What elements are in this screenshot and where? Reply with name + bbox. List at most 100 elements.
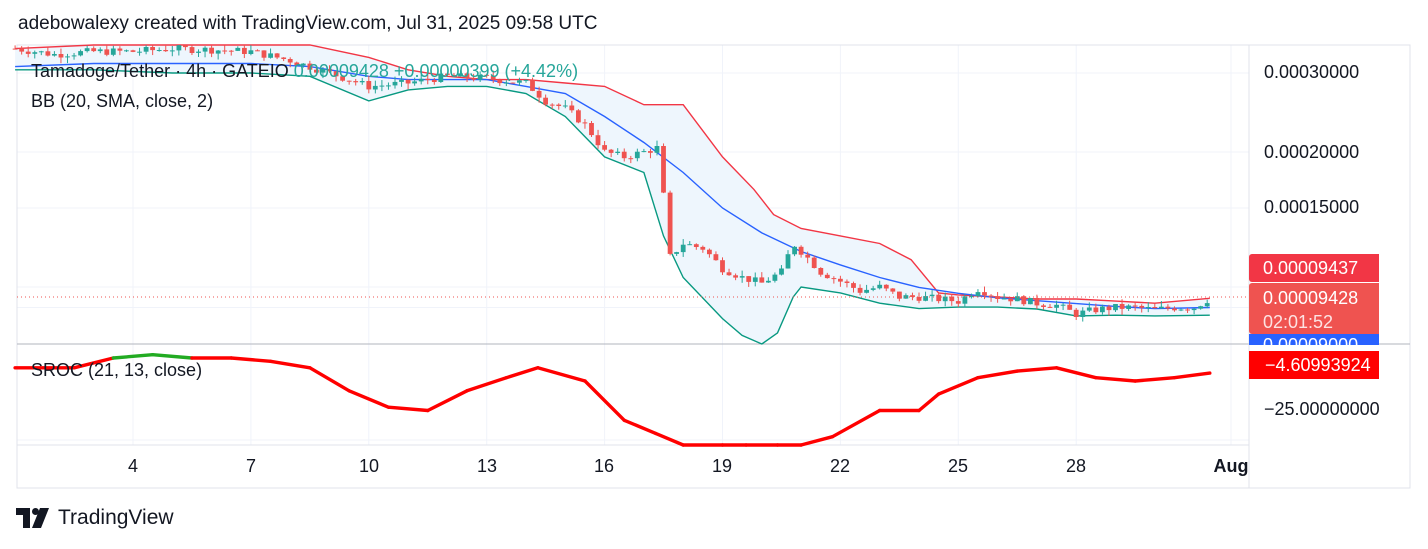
price-tick-label: 0.00030000 (1264, 62, 1360, 82)
candle-up (772, 274, 778, 281)
sroc-tick-label: −25.00000000 (1264, 399, 1380, 419)
candle-up (792, 246, 797, 255)
candle-down (242, 47, 247, 54)
candle-down (936, 294, 942, 302)
candle-down (333, 71, 339, 77)
candle-down (667, 192, 673, 254)
candle-down (12, 48, 18, 50)
candle-down (1041, 305, 1046, 307)
candle-up (562, 105, 568, 107)
candle-down (1185, 309, 1190, 311)
candle-down (58, 54, 64, 58)
candle-down (582, 122, 588, 124)
candle-up (399, 79, 404, 82)
sroc-segment (229, 356, 273, 363)
candle-up (97, 49, 103, 52)
candle-down (91, 48, 97, 52)
candle-up (1100, 306, 1105, 313)
last-price-badge-value: 0.00009428 (1263, 288, 1359, 308)
chart-border (16, 44, 1411, 489)
candle-up (248, 50, 254, 54)
candle-up (84, 48, 90, 52)
last-price-badge: 0.00009428 02:01:52 (1249, 283, 1379, 334)
candle-down (163, 50, 169, 52)
candle-up (1086, 307, 1092, 311)
candle-down (700, 246, 706, 250)
candle-down (910, 295, 915, 297)
candle-down (798, 246, 804, 255)
candle-up (1001, 298, 1007, 300)
sroc-segment (426, 389, 469, 413)
attribution: adebowalexy created with TradingView.com… (18, 13, 598, 34)
candle-down (1093, 307, 1099, 313)
candle-down (451, 74, 457, 77)
sroc-segment (917, 392, 941, 413)
candle-down (949, 296, 955, 302)
candle-down (733, 275, 738, 278)
candle-up (877, 284, 883, 289)
sroc-segment (1054, 366, 1098, 380)
candle-up (379, 85, 385, 87)
candle-up (137, 51, 142, 53)
bb-lower-line (15, 69, 1210, 345)
candle-down (608, 149, 614, 153)
candle-down (327, 69, 332, 72)
candle-down (851, 283, 856, 288)
time-tick-label: 4 (127, 456, 139, 476)
candle-up (1159, 306, 1164, 309)
sroc-segment (799, 435, 835, 447)
candle-down (576, 110, 581, 123)
sroc-segment (308, 366, 351, 393)
candle-up (785, 254, 791, 269)
candle-down (838, 278, 843, 282)
candle-down (281, 57, 287, 59)
candle-up (215, 50, 221, 54)
price-tick-label: 0.00020000 (1264, 142, 1360, 162)
candle-down (183, 45, 188, 48)
candle-down (713, 254, 719, 261)
candle-up (196, 51, 201, 53)
candle-down (995, 296, 1000, 299)
candle-down (530, 79, 535, 91)
candle-up (1014, 296, 1020, 302)
candle-down (1132, 305, 1138, 307)
time-tick-label: 10 (358, 456, 380, 476)
sroc-segment (465, 376, 508, 393)
candle-up (634, 151, 640, 159)
candle-down (117, 48, 123, 51)
sroc-legend: SROC (21, 13, close) (31, 360, 203, 380)
candle-down (425, 78, 431, 81)
sroc-segment (72, 356, 116, 370)
sroc-segment (1133, 376, 1177, 383)
candle-up (752, 277, 758, 282)
candle-down (228, 50, 234, 52)
candle-down (130, 50, 136, 52)
candle-down (707, 249, 712, 255)
candle-down (1008, 298, 1014, 302)
sroc-segment (268, 359, 312, 370)
candle-down (648, 151, 653, 153)
candle-up (235, 47, 241, 51)
sroc-segment (622, 418, 658, 436)
candle-up (1060, 304, 1066, 306)
candle-up (615, 151, 621, 153)
candle-up (929, 294, 935, 297)
candle-up (687, 244, 693, 246)
candle-down (209, 47, 214, 54)
tradingview-logo[interactable]: TradingView (16, 506, 174, 530)
candle-down (497, 79, 503, 84)
candle-down (1073, 309, 1079, 317)
candle-up (78, 51, 83, 56)
candle-up (412, 81, 417, 84)
candle-down (824, 274, 830, 279)
candle-up (438, 73, 444, 82)
candle-up (1080, 310, 1086, 317)
sroc-segment (386, 405, 430, 413)
candle-down (1106, 306, 1112, 311)
candle-up (1191, 308, 1197, 311)
candle-down (536, 90, 542, 98)
candle-up (1204, 303, 1210, 307)
time-tick-label: 25 (947, 456, 969, 476)
candle-down (1047, 306, 1053, 308)
